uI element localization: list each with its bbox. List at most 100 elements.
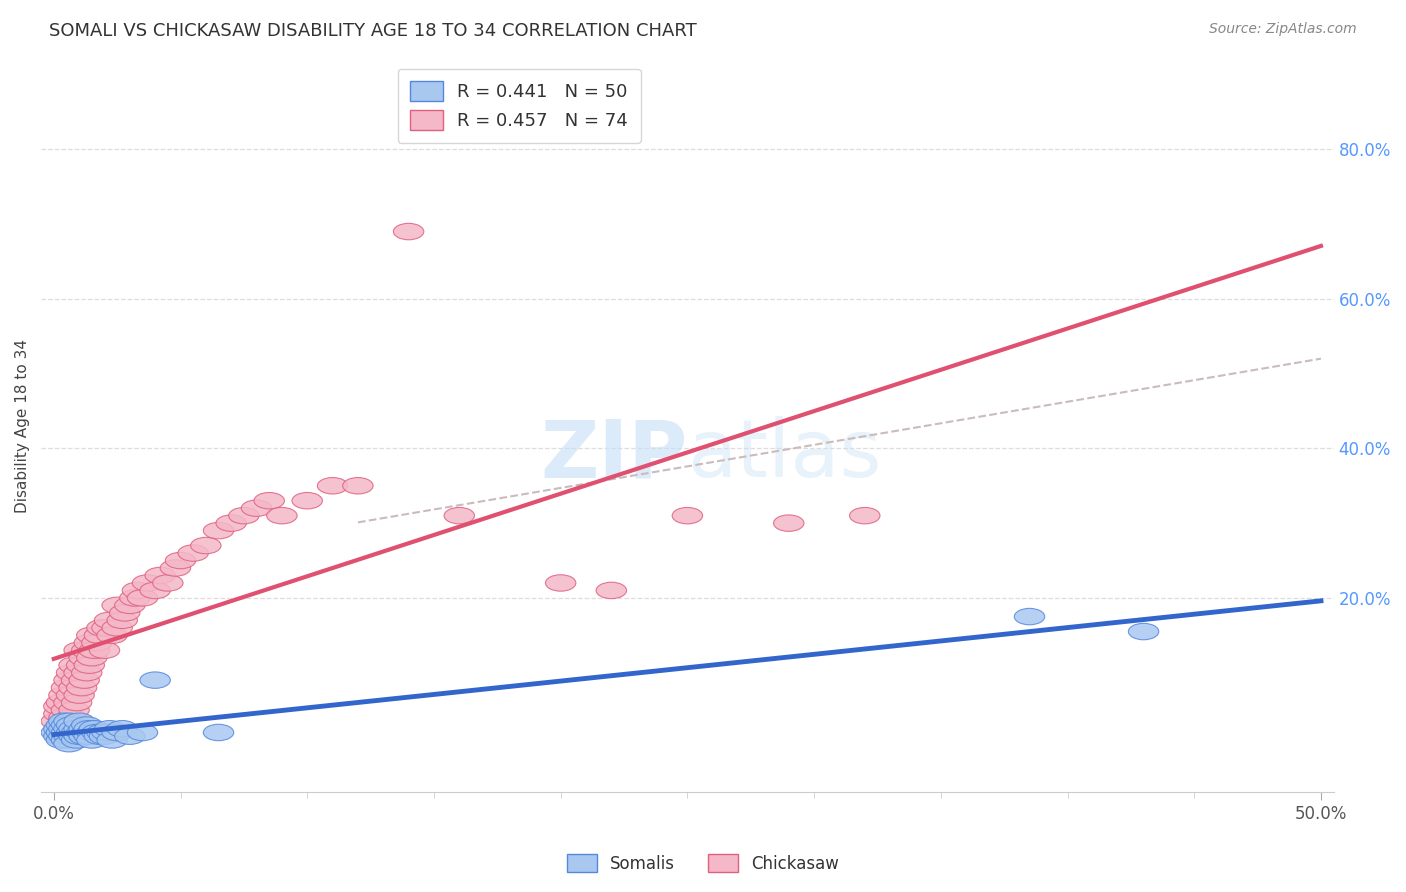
Ellipse shape xyxy=(773,515,804,532)
Ellipse shape xyxy=(394,223,423,240)
Ellipse shape xyxy=(62,672,91,689)
Ellipse shape xyxy=(59,702,89,718)
Ellipse shape xyxy=(229,508,259,524)
Ellipse shape xyxy=(110,605,141,621)
Ellipse shape xyxy=(128,724,157,740)
Ellipse shape xyxy=(46,731,76,748)
Ellipse shape xyxy=(103,597,132,614)
Ellipse shape xyxy=(84,627,115,643)
Ellipse shape xyxy=(76,731,107,748)
Ellipse shape xyxy=(59,657,89,673)
Ellipse shape xyxy=(44,721,75,737)
Ellipse shape xyxy=(46,721,76,737)
Ellipse shape xyxy=(94,612,125,629)
Ellipse shape xyxy=(204,724,233,740)
Ellipse shape xyxy=(76,724,107,740)
Ellipse shape xyxy=(59,680,89,696)
Ellipse shape xyxy=(76,627,107,643)
Ellipse shape xyxy=(107,612,138,629)
Ellipse shape xyxy=(87,620,117,636)
Ellipse shape xyxy=(63,665,94,681)
Ellipse shape xyxy=(672,508,703,524)
Ellipse shape xyxy=(51,702,82,718)
Legend: R = 0.441   N = 50, R = 0.457   N = 74: R = 0.441 N = 50, R = 0.457 N = 74 xyxy=(398,69,641,143)
Ellipse shape xyxy=(53,713,84,730)
Ellipse shape xyxy=(166,552,195,569)
Ellipse shape xyxy=(69,672,100,689)
Ellipse shape xyxy=(66,724,97,740)
Ellipse shape xyxy=(292,492,322,509)
Ellipse shape xyxy=(141,582,170,599)
Ellipse shape xyxy=(160,560,191,576)
Ellipse shape xyxy=(62,724,91,740)
Ellipse shape xyxy=(51,680,82,696)
Ellipse shape xyxy=(66,680,97,696)
Ellipse shape xyxy=(89,642,120,658)
Ellipse shape xyxy=(89,728,120,745)
Ellipse shape xyxy=(69,721,100,737)
Ellipse shape xyxy=(63,642,94,658)
Ellipse shape xyxy=(51,731,82,748)
Ellipse shape xyxy=(94,721,125,737)
Ellipse shape xyxy=(204,523,233,539)
Ellipse shape xyxy=(596,582,627,599)
Ellipse shape xyxy=(49,728,79,745)
Ellipse shape xyxy=(153,574,183,591)
Ellipse shape xyxy=(242,500,271,516)
Ellipse shape xyxy=(115,597,145,614)
Ellipse shape xyxy=(1129,624,1159,640)
Ellipse shape xyxy=(546,574,576,591)
Ellipse shape xyxy=(72,665,103,681)
Ellipse shape xyxy=(82,634,112,651)
Ellipse shape xyxy=(59,728,89,745)
Ellipse shape xyxy=(115,728,145,745)
Ellipse shape xyxy=(103,724,132,740)
Ellipse shape xyxy=(51,724,82,740)
Ellipse shape xyxy=(62,694,91,711)
Ellipse shape xyxy=(217,515,246,532)
Ellipse shape xyxy=(49,721,79,737)
Ellipse shape xyxy=(97,627,128,643)
Ellipse shape xyxy=(87,724,117,740)
Ellipse shape xyxy=(76,649,107,666)
Legend: Somalis, Chickasaw: Somalis, Chickasaw xyxy=(560,847,846,880)
Ellipse shape xyxy=(51,717,82,733)
Ellipse shape xyxy=(53,736,84,752)
Ellipse shape xyxy=(49,709,79,726)
Ellipse shape xyxy=(62,731,91,748)
Ellipse shape xyxy=(49,687,79,703)
Ellipse shape xyxy=(267,508,297,524)
Ellipse shape xyxy=(63,728,94,745)
Ellipse shape xyxy=(82,724,112,740)
Ellipse shape xyxy=(75,721,104,737)
Ellipse shape xyxy=(46,717,76,733)
Text: Source: ZipAtlas.com: Source: ZipAtlas.com xyxy=(1209,22,1357,37)
Ellipse shape xyxy=(103,620,132,636)
Ellipse shape xyxy=(849,508,880,524)
Ellipse shape xyxy=(46,694,76,711)
Ellipse shape xyxy=(69,728,100,745)
Ellipse shape xyxy=(49,713,79,730)
Ellipse shape xyxy=(72,642,103,658)
Ellipse shape xyxy=(59,721,89,737)
Ellipse shape xyxy=(56,709,87,726)
Ellipse shape xyxy=(53,717,84,733)
Ellipse shape xyxy=(72,717,103,733)
Ellipse shape xyxy=(120,590,150,607)
Ellipse shape xyxy=(84,728,115,745)
Ellipse shape xyxy=(53,721,84,737)
Ellipse shape xyxy=(69,649,100,666)
Ellipse shape xyxy=(63,721,94,737)
Ellipse shape xyxy=(72,724,103,740)
Ellipse shape xyxy=(1014,608,1045,624)
Ellipse shape xyxy=(56,665,87,681)
Ellipse shape xyxy=(53,672,84,689)
Ellipse shape xyxy=(75,728,104,745)
Ellipse shape xyxy=(63,713,94,730)
Ellipse shape xyxy=(53,694,84,711)
Ellipse shape xyxy=(444,508,474,524)
Text: ZIP: ZIP xyxy=(540,417,688,494)
Ellipse shape xyxy=(79,642,110,658)
Ellipse shape xyxy=(254,492,284,509)
Ellipse shape xyxy=(318,477,347,494)
